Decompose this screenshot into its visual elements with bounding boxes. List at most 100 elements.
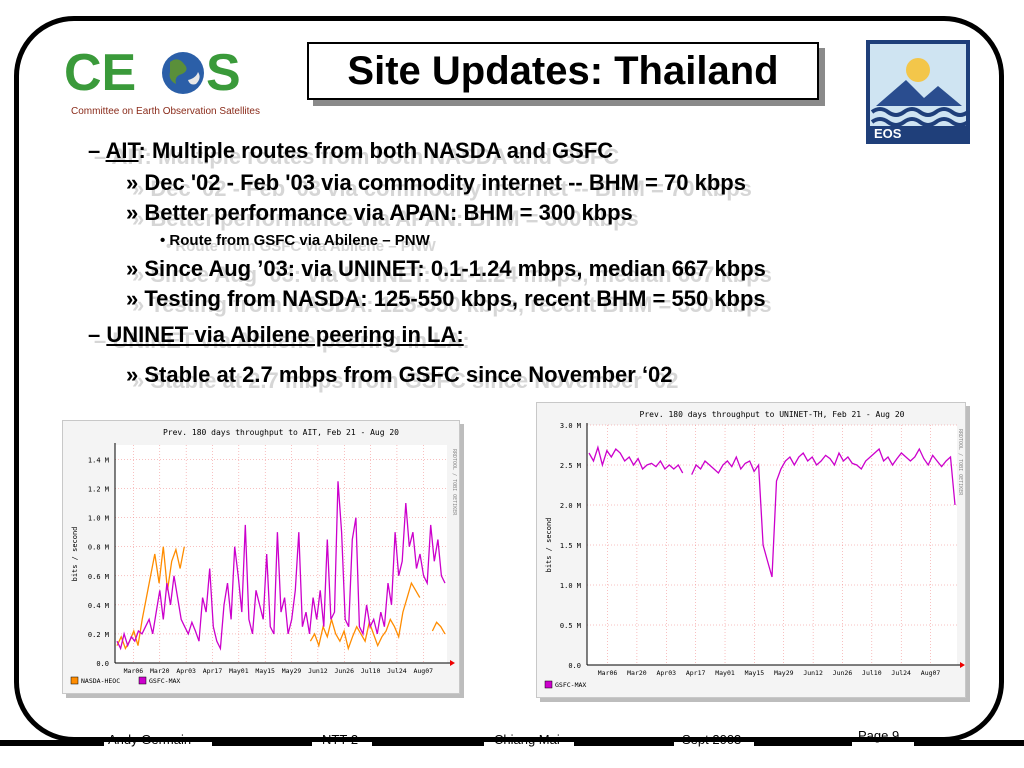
footer-rule bbox=[0, 740, 104, 746]
bullet-marker: • bbox=[160, 232, 170, 249]
x-tick-label: May01 bbox=[229, 667, 249, 675]
y-tick-label: 1.5 M bbox=[560, 542, 581, 550]
x-tick-label: May15 bbox=[255, 667, 275, 675]
x-tick-label: May29 bbox=[282, 667, 302, 675]
bullet-text: • Route from GSFC via Abilene – PNW bbox=[160, 232, 430, 249]
x-tick-label: Apr03 bbox=[656, 669, 676, 677]
footer-location: Chiang Mai bbox=[494, 732, 560, 747]
legend-swatch bbox=[138, 676, 147, 685]
x-tick-label: Jun26 bbox=[334, 667, 354, 675]
y-tick-label: 0.4 M bbox=[88, 602, 109, 610]
bullet-marker: » bbox=[126, 200, 145, 225]
page-title: Site Updates: Thailand bbox=[347, 48, 779, 93]
chart-uninet: Prev. 180 days throughput to UNINET-TH, … bbox=[536, 402, 966, 698]
bullet-shadow: » Since Aug ’03: via UNINET: 0.1-1.24 mb… bbox=[132, 262, 772, 287]
bullet-shadow: » Better performance via APAN: BHM = 300… bbox=[132, 206, 639, 231]
footer: Andy Germain NTT-2 Chiang Mai Sept 2003 … bbox=[0, 728, 1024, 758]
footer-rule bbox=[574, 740, 674, 746]
footer-rule bbox=[372, 740, 484, 746]
y-tick-label: 0.0 bbox=[568, 662, 581, 670]
x-tick-label: Apr17 bbox=[203, 667, 223, 675]
chart-ait-svg: Prev. 180 days throughput to AIT, Feb 21… bbox=[70, 428, 457, 685]
svg-text:EOS: EOS bbox=[874, 126, 902, 141]
y-tick-label: 3.0 M bbox=[560, 422, 581, 430]
x-tick-label: Aug07 bbox=[921, 669, 941, 677]
footer-page: Page 9 bbox=[858, 728, 900, 743]
legend-label: GSFC-MAX bbox=[149, 677, 180, 685]
bullet-item: » Better performance via APAN: BHM = 300… bbox=[126, 200, 639, 231]
x-tick-label: Jun12 bbox=[308, 667, 328, 675]
legend-label: NASDA-HEOC bbox=[81, 677, 120, 685]
ceos-logo: CE S Committee on Earth Observation Sate… bbox=[58, 40, 273, 125]
x-tick-label: Jul24 bbox=[387, 667, 407, 675]
chart-title: Prev. 180 days throughput to AIT, Feb 21… bbox=[163, 428, 399, 437]
footer-rule bbox=[212, 740, 312, 746]
bullet-text: » Stable at 2.7 mbps from GSFC since Nov… bbox=[126, 362, 673, 387]
bullet-text: » Better performance via APAN: BHM = 300… bbox=[126, 200, 633, 225]
x-tick-label: Apr17 bbox=[686, 669, 706, 677]
footer-author: Andy Germain bbox=[108, 732, 192, 747]
x-tick-label: Apr03 bbox=[176, 667, 196, 675]
x-tick-label: Jun12 bbox=[803, 669, 823, 677]
bullet-body-text: Testing from NASDA: 125-550 kbps, recent… bbox=[144, 286, 766, 311]
chart-ait: Prev. 180 days throughput to AIT, Feb 21… bbox=[62, 420, 460, 694]
bullet-text: – UNINET via Abilene peering in LA: bbox=[88, 322, 464, 347]
bullet-shadow: – UNINET via Abilene peering in LA: bbox=[94, 328, 470, 353]
bullet-marker: – bbox=[88, 322, 107, 347]
bullet-shadow: – AIT: Multiple routes from both NASDA a… bbox=[94, 144, 620, 169]
ceos-caption: Committee on Earth Observation Satellite… bbox=[71, 106, 260, 117]
y-tick-label: 1.0 M bbox=[88, 515, 109, 523]
footer-event: NTT-2 bbox=[322, 732, 359, 747]
y-tick-label: 1.4 M bbox=[88, 457, 109, 465]
bullet-item: • Route from GSFC via Abilene – PNW • Rou… bbox=[160, 232, 436, 255]
bullet-marker: » bbox=[126, 362, 145, 387]
eos-logo: EOS bbox=[866, 40, 970, 144]
bullet-body-text: Route from GSFC via Abilene – PNW bbox=[169, 232, 430, 249]
bullet-body-text: Stable at 2.7 mbps from GSFC since Novem… bbox=[144, 362, 673, 387]
bullet-shadow: » Dec '02 - Feb '03 via commodity intern… bbox=[132, 176, 752, 201]
legend-swatch bbox=[70, 676, 79, 685]
svg-text:S: S bbox=[206, 44, 241, 102]
y-tick-label: 2.0 M bbox=[560, 502, 581, 510]
footer-rule bbox=[754, 740, 852, 746]
plot-area bbox=[115, 445, 447, 663]
x-tick-label: May15 bbox=[745, 669, 765, 677]
legend-label: GSFC-MAX bbox=[555, 681, 586, 689]
x-tick-label: May29 bbox=[774, 669, 794, 677]
bullet-item: » Since Aug ’03: via UNINET: 0.1-1.24 mb… bbox=[126, 256, 772, 287]
y-tick-label: 0.5 M bbox=[560, 622, 581, 630]
series-line bbox=[116, 481, 446, 651]
x-tick-label: Mar20 bbox=[150, 667, 170, 675]
bullet-underlined-text: AIT bbox=[105, 138, 139, 163]
bullet-marker: » bbox=[126, 286, 145, 311]
x-tick-label: Mar20 bbox=[627, 669, 647, 677]
ceos-letters-ce: CE bbox=[64, 44, 136, 102]
x-tick-label: May01 bbox=[715, 669, 735, 677]
x-tick-label: Aug07 bbox=[413, 667, 433, 675]
bullet-body-text: Dec '02 - Feb '03 via commodity internet… bbox=[144, 170, 746, 195]
y-tick-label: 0.0 bbox=[96, 660, 109, 668]
bullet-shadow: • Route from GSFC via Abilene – PNW bbox=[166, 238, 436, 255]
series-line bbox=[588, 445, 956, 578]
bullet-body-text: : Multiple routes from both NASDA and GS… bbox=[138, 138, 614, 163]
chart-title: Prev. 180 days throughput to UNINET-TH, … bbox=[640, 410, 905, 419]
x-tick-label: Mar06 bbox=[598, 669, 618, 677]
y-tick-label: 0.6 M bbox=[88, 573, 109, 581]
y-tick-label: 2.5 M bbox=[560, 462, 581, 470]
x-axis-arrow bbox=[450, 660, 455, 666]
chart-uninet-svg: Prev. 180 days throughput to UNINET-TH, … bbox=[544, 410, 965, 689]
bullet-text: » Since Aug ’03: via UNINET: 0.1-1.24 mb… bbox=[126, 256, 766, 281]
bullet-shadow: » Stable at 2.7 mbps from GSFC since Nov… bbox=[132, 368, 679, 393]
x-tick-label: Jun26 bbox=[833, 669, 853, 677]
y-tick-label: 0.8 M bbox=[88, 544, 109, 552]
bullet-item: » Stable at 2.7 mbps from GSFC since Nov… bbox=[126, 362, 679, 393]
bullet-text: » Testing from NASDA: 125-550 kbps, rece… bbox=[126, 286, 766, 311]
bullet-item: – UNINET via Abilene peering in LA: – UNI… bbox=[88, 322, 470, 353]
y-tick-label: 1.2 M bbox=[88, 486, 109, 494]
y-tick-label: 1.0 M bbox=[560, 582, 581, 590]
bullet-item: – AIT: Multiple routes from both NASDA a… bbox=[88, 138, 619, 169]
chart-side-label: RRDTOOL / TOBI OETIKER bbox=[451, 449, 457, 516]
x-axis-arrow bbox=[960, 662, 965, 668]
bullet-underlined-text: UNINET via Abilene peering in LA: bbox=[106, 322, 464, 347]
bullet-text: » Dec '02 - Feb '03 via commodity intern… bbox=[126, 170, 746, 195]
